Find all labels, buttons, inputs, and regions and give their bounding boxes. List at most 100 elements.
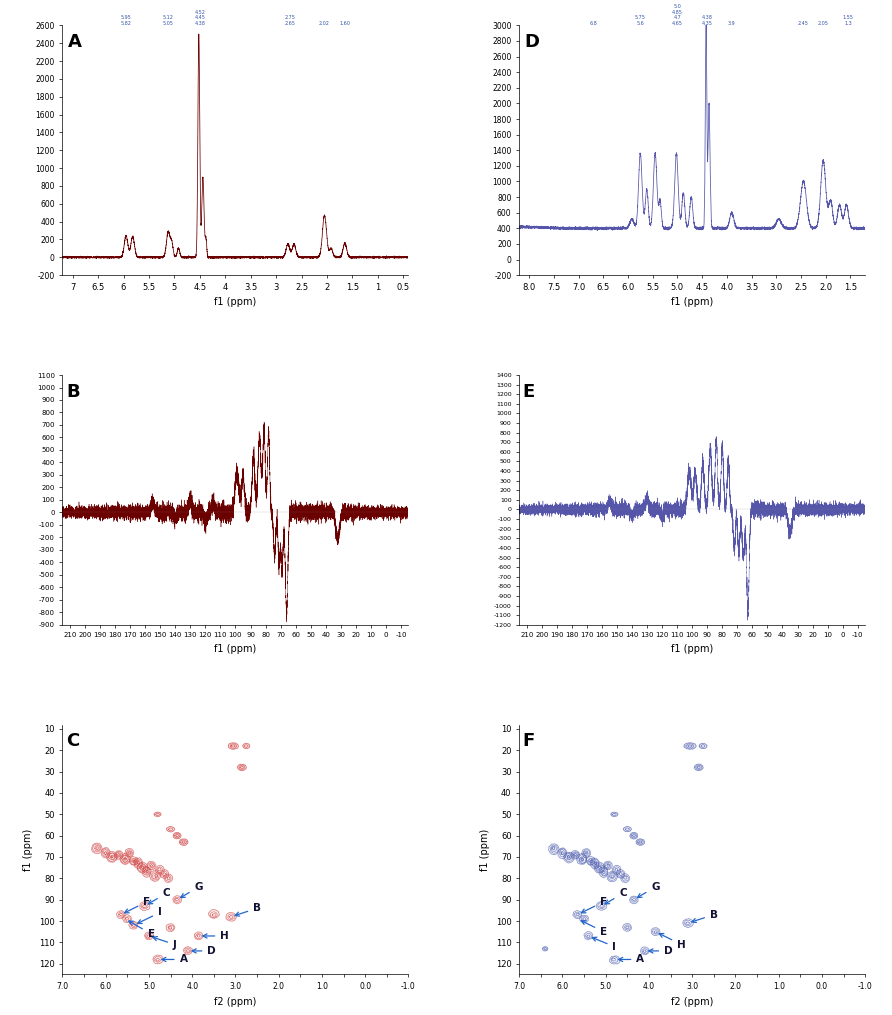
Polygon shape <box>164 874 172 882</box>
Polygon shape <box>137 862 148 873</box>
Polygon shape <box>591 858 599 869</box>
Text: C: C <box>148 888 170 904</box>
Polygon shape <box>694 764 703 770</box>
Text: G: G <box>638 882 660 897</box>
Polygon shape <box>167 826 175 832</box>
Text: I: I <box>592 937 616 952</box>
Polygon shape <box>150 871 161 881</box>
Polygon shape <box>173 832 181 838</box>
Polygon shape <box>683 919 693 928</box>
Text: E: E <box>523 383 535 401</box>
Polygon shape <box>549 843 559 855</box>
Polygon shape <box>140 901 150 910</box>
Text: 5.95
5.82: 5.95 5.82 <box>120 15 131 26</box>
Polygon shape <box>154 812 161 816</box>
Polygon shape <box>114 851 123 860</box>
Polygon shape <box>607 871 617 882</box>
Text: E: E <box>582 921 607 937</box>
Text: H: H <box>202 931 229 941</box>
Polygon shape <box>630 832 638 839</box>
Text: B: B <box>235 903 261 917</box>
Y-axis label: f1 (ppm): f1 (ppm) <box>480 828 491 871</box>
X-axis label: f2 (ppm): f2 (ppm) <box>214 997 257 1007</box>
Text: F: F <box>523 732 535 750</box>
Polygon shape <box>125 849 134 857</box>
Text: 1.60: 1.60 <box>340 21 351 26</box>
Text: D: D <box>648 946 673 956</box>
Polygon shape <box>155 866 164 874</box>
Text: H: H <box>659 934 686 949</box>
Polygon shape <box>228 743 238 749</box>
Polygon shape <box>117 910 125 919</box>
Text: B: B <box>66 383 79 401</box>
Text: 6.8: 6.8 <box>590 21 598 26</box>
Text: B: B <box>692 909 718 923</box>
Polygon shape <box>173 895 182 904</box>
Polygon shape <box>624 826 632 831</box>
Polygon shape <box>582 849 591 858</box>
Text: 5.12
5.05: 5.12 5.05 <box>163 15 174 26</box>
Polygon shape <box>129 857 138 865</box>
Polygon shape <box>101 848 110 858</box>
X-axis label: f2 (ppm): f2 (ppm) <box>671 997 714 1007</box>
Polygon shape <box>558 848 566 859</box>
Text: F: F <box>125 897 151 912</box>
Polygon shape <box>604 861 612 870</box>
Polygon shape <box>142 867 151 877</box>
Polygon shape <box>571 851 580 859</box>
Text: F: F <box>582 897 607 912</box>
Polygon shape <box>599 867 607 878</box>
Polygon shape <box>145 932 153 940</box>
Text: A: A <box>161 954 187 964</box>
Y-axis label: f1 (ppm): f1 (ppm) <box>23 828 34 871</box>
Polygon shape <box>134 858 143 869</box>
Text: 5.0
4.85
4.7
4.65: 5.0 4.85 4.7 4.65 <box>672 4 683 26</box>
Polygon shape <box>226 912 236 922</box>
Polygon shape <box>630 896 638 903</box>
Polygon shape <box>194 932 203 940</box>
Polygon shape <box>128 922 137 929</box>
Polygon shape <box>153 955 163 964</box>
Polygon shape <box>576 854 587 865</box>
X-axis label: f1 (ppm): f1 (ppm) <box>671 644 714 654</box>
Text: 4.52
4.45
4.38: 4.52 4.45 4.38 <box>194 10 205 26</box>
Polygon shape <box>684 743 696 749</box>
Polygon shape <box>596 901 607 910</box>
Polygon shape <box>636 838 645 845</box>
Text: C: C <box>66 732 79 750</box>
Polygon shape <box>594 862 605 873</box>
Text: J: J <box>153 937 177 949</box>
X-axis label: f1 (ppm): f1 (ppm) <box>214 297 257 308</box>
Polygon shape <box>611 812 618 816</box>
Polygon shape <box>563 853 574 863</box>
Polygon shape <box>106 852 117 862</box>
Text: D: D <box>524 32 540 51</box>
Polygon shape <box>584 932 593 940</box>
Text: A: A <box>68 32 81 51</box>
Polygon shape <box>612 865 621 875</box>
Text: A: A <box>618 954 644 964</box>
Text: G: G <box>181 882 203 897</box>
Text: 1.55
1.3: 1.55 1.3 <box>843 15 854 26</box>
Polygon shape <box>609 956 620 964</box>
Polygon shape <box>166 924 175 932</box>
Polygon shape <box>621 874 630 883</box>
Text: 3.9: 3.9 <box>728 21 736 26</box>
X-axis label: f1 (ppm): f1 (ppm) <box>214 644 257 654</box>
Polygon shape <box>120 854 130 865</box>
Polygon shape <box>580 916 589 923</box>
Polygon shape <box>573 910 582 919</box>
Polygon shape <box>616 870 624 878</box>
Polygon shape <box>123 915 131 923</box>
Text: C: C <box>605 888 627 904</box>
Text: I: I <box>137 907 161 924</box>
Polygon shape <box>699 743 707 748</box>
Text: D: D <box>192 946 216 956</box>
Polygon shape <box>91 843 102 854</box>
Text: 2.75
2.65: 2.75 2.65 <box>285 15 296 26</box>
Polygon shape <box>179 839 188 845</box>
Text: E: E <box>128 921 154 939</box>
X-axis label: f1 (ppm): f1 (ppm) <box>671 297 714 308</box>
Polygon shape <box>586 857 595 865</box>
Text: 5.75
5.6: 5.75 5.6 <box>635 15 646 26</box>
